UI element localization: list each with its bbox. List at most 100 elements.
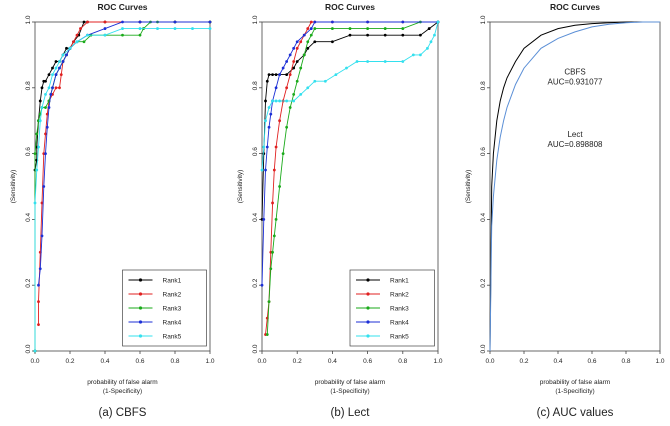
data-point-rank3: [383, 27, 387, 30]
auc-series-name: CBFS: [564, 68, 585, 77]
data-point-rank5: [33, 201, 37, 205]
data-point-rank3: [138, 33, 142, 37]
data-point-rank4: [278, 73, 281, 77]
data-point-rank3: [331, 27, 334, 30]
data-point-rank5: [366, 60, 369, 63]
data-point-rank4: [401, 20, 405, 24]
roc-panel-1: ROC Curves 0.0 0.2 0.4 0.6 0.8 1.0 0.0 0.2 0.4 0.6…: [10, 2, 215, 419]
data-point-rank4: [288, 53, 292, 57]
legend-swatch-marker: [138, 292, 143, 296]
data-point-rank1: [383, 33, 387, 37]
y-tick-label: 0.8: [25, 81, 32, 90]
data-point-rank2: [72, 40, 75, 44]
data-point-rank1: [51, 66, 54, 70]
legend-label: Rank5: [163, 334, 182, 341]
data-point-rank1: [274, 73, 278, 77]
data-point-rank4: [302, 33, 306, 37]
x-axis-label: probability of false alarm: [540, 379, 610, 386]
data-point-rank5: [411, 53, 415, 57]
data-point-rank2: [79, 27, 82, 30]
data-point-rank4: [295, 40, 299, 44]
data-point-rank5: [75, 40, 79, 44]
legend-label: Rank5: [390, 334, 409, 341]
y-tick-label: 0.8: [480, 81, 487, 90]
data-point-rank1: [65, 46, 68, 50]
data-point-rank5: [44, 92, 47, 96]
y-axis-label: (Sensitivity): [237, 170, 244, 204]
y-tick-label: 1.0: [480, 15, 487, 24]
x-tick-label: 0.0: [257, 358, 266, 365]
y-tick-label: 0.2: [480, 278, 487, 287]
panel-caption: (b) Lect: [331, 407, 371, 419]
data-point-rank3: [366, 27, 369, 30]
data-point-rank5: [103, 33, 107, 37]
data-point-rank1: [427, 27, 431, 30]
data-point-rank2: [292, 60, 296, 63]
data-point-rank1: [267, 73, 271, 77]
data-point-rank2: [299, 40, 303, 44]
legend-swatch-marker: [366, 278, 370, 282]
data-point-rank2: [295, 46, 299, 50]
data-point-rank3: [309, 33, 313, 37]
data-point-rank3: [33, 152, 37, 156]
legend-swatch-marker: [366, 306, 370, 310]
data-point-rank5: [426, 46, 429, 50]
data-point-rank1: [82, 20, 86, 24]
data-point-rank5: [278, 99, 281, 103]
data-point-rank1: [271, 73, 274, 77]
data-point-rank2: [40, 201, 44, 205]
chart-title: ROC Curves: [97, 2, 147, 12]
legend-label: Rank1: [390, 278, 409, 285]
data-point-rank4: [61, 60, 65, 63]
y-tick-label: 0.2: [25, 278, 32, 287]
data-point-rank5: [345, 66, 348, 70]
y-axis-label: (Sensitivity): [10, 170, 17, 204]
x-tick-label: 1.0: [205, 358, 214, 365]
y-tick-label: 0.0: [25, 344, 32, 353]
auc-series-name: Lect: [567, 130, 583, 139]
data-point-rank3: [288, 106, 292, 109]
data-point-rank4: [264, 168, 267, 172]
data-point-rank2: [59, 73, 63, 77]
data-point-rank2: [75, 33, 79, 37]
data-point-rank5: [68, 46, 72, 50]
data-point-rank1: [401, 33, 405, 37]
data-point-rank5: [323, 79, 327, 83]
chart-title: ROC Curves: [325, 2, 375, 12]
y-axis-label: (Sensitivity): [465, 170, 472, 204]
data-point-rank4: [37, 283, 40, 287]
data-point-rank5: [138, 27, 142, 30]
data-point-rank2: [86, 20, 89, 24]
roc-panel-3: ROC Curves 0.0 0.2 0.4 0.6 0.8 1.0 0.0 0.2 0.4 0.6…: [465, 2, 665, 419]
y-tick-label: 0.4: [25, 213, 32, 222]
data-point-rank1: [295, 60, 299, 63]
x-tick-label: 1.0: [433, 358, 442, 365]
data-point-rank3: [121, 33, 124, 37]
data-point-rank5: [436, 20, 440, 24]
y-tick-label: 0.4: [252, 213, 259, 222]
plot-frame: [489, 21, 661, 352]
data-point-rank4: [267, 125, 271, 129]
data-point-rank5: [355, 60, 359, 63]
legend-label: Rank1: [163, 278, 182, 285]
y-tick-label: 0.6: [252, 147, 259, 156]
data-point-rank5: [37, 145, 40, 149]
data-point-rank2: [306, 27, 310, 30]
data-point-rank4: [331, 20, 334, 24]
data-point-rank4: [208, 20, 212, 24]
data-point-rank5: [433, 33, 436, 37]
data-point-rank1: [419, 33, 422, 37]
data-point-rank5: [86, 33, 89, 37]
data-point-rank5: [264, 119, 267, 123]
series-line-rank5: [261, 21, 439, 171]
data-point-rank1: [38, 99, 42, 103]
data-point-rank4: [49, 92, 53, 96]
data-point-rank5: [38, 119, 42, 123]
data-point-rank4: [58, 66, 61, 70]
x-axis-label: (1-Specificity): [103, 388, 142, 395]
panel-caption: (c) AUC values: [537, 407, 614, 419]
data-point-rank4: [40, 234, 44, 238]
data-point-rank4: [65, 53, 68, 57]
legend-swatch-marker: [138, 320, 143, 324]
auc-value-label: AUC=0.931077: [548, 78, 603, 87]
